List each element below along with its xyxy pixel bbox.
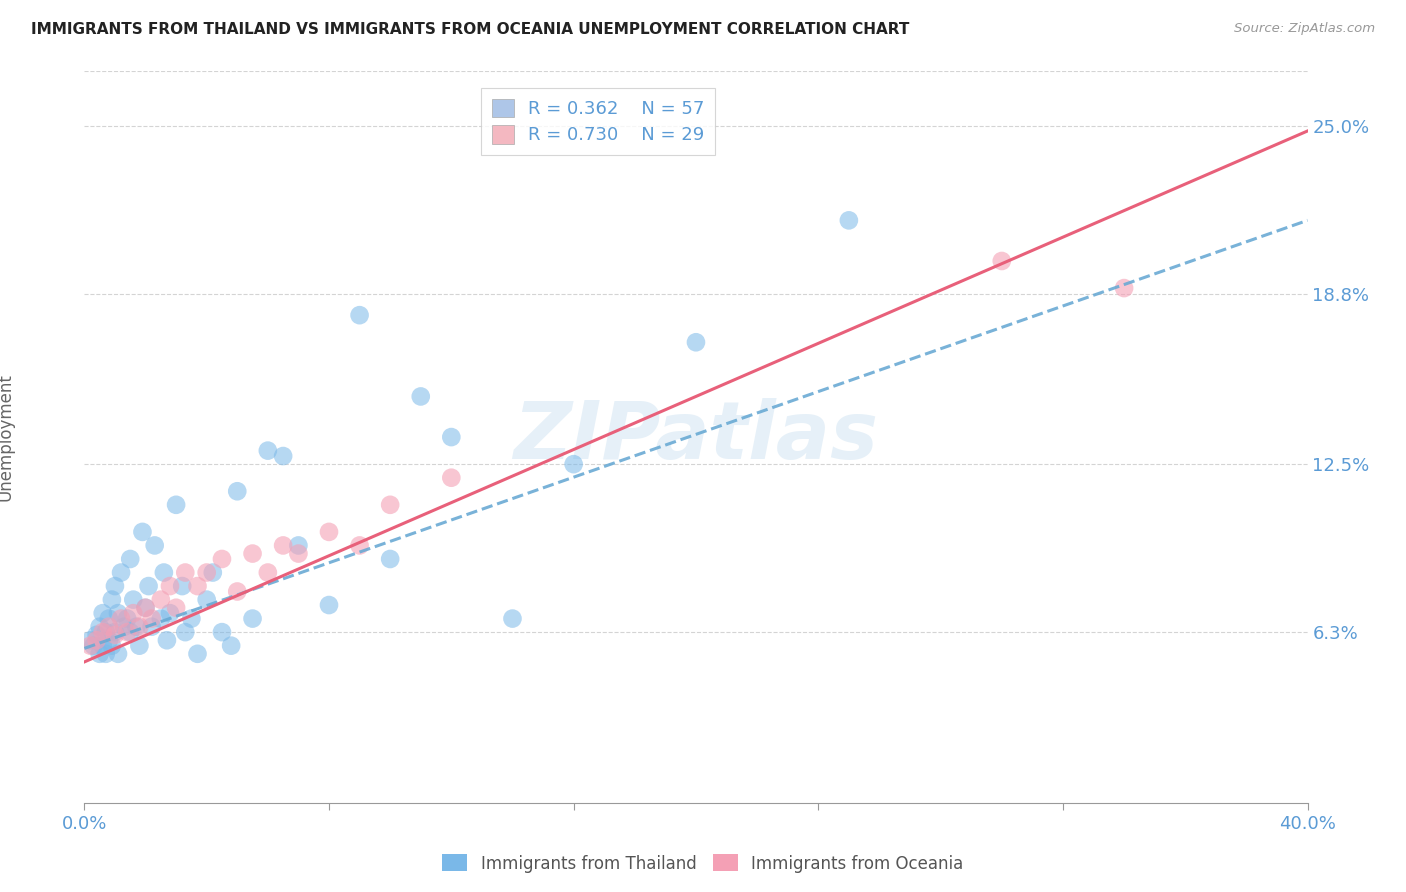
Point <box>349 538 371 552</box>
Point <box>86 628 108 642</box>
Point <box>502 611 524 625</box>
Point <box>91 625 114 640</box>
Point <box>219 639 242 653</box>
Point <box>128 620 150 634</box>
Y-axis label: Unemployment: Unemployment <box>0 373 15 501</box>
Point <box>97 633 120 648</box>
Point <box>186 579 208 593</box>
Point <box>440 430 463 444</box>
Point <box>271 449 294 463</box>
Point <box>838 213 860 227</box>
Text: IMMIGRANTS FROM THAILAND VS IMMIGRANTS FROM OCEANIA UNEMPLOYMENT CORRELATION CHA: IMMIGRANTS FROM THAILAND VS IMMIGRANTS F… <box>31 22 910 37</box>
Point <box>115 611 138 625</box>
Point <box>104 628 127 642</box>
Point <box>94 625 117 640</box>
Point <box>91 639 114 653</box>
Point <box>143 538 166 552</box>
Point <box>120 625 142 640</box>
Text: Source: ZipAtlas.com: Source: ZipAtlas.com <box>1234 22 1375 36</box>
Point <box>107 647 129 661</box>
Point <box>138 579 160 593</box>
Legend: Immigrants from Thailand, Immigrants from Oceania: Immigrants from Thailand, Immigrants fro… <box>436 847 970 880</box>
Point <box>110 611 132 625</box>
Point <box>211 625 233 640</box>
Point <box>685 335 707 350</box>
Point <box>89 647 111 661</box>
Point <box>287 538 309 552</box>
Point <box>115 625 138 640</box>
Point <box>271 538 294 552</box>
Point <box>91 606 114 620</box>
Point <box>135 600 157 615</box>
Point <box>174 566 197 580</box>
Point <box>257 443 280 458</box>
Point <box>153 566 176 580</box>
Point <box>180 611 202 625</box>
Point <box>440 471 463 485</box>
Point <box>125 620 148 634</box>
Point <box>79 633 101 648</box>
Point <box>991 254 1014 268</box>
Point <box>149 611 172 625</box>
Point <box>186 647 208 661</box>
Point <box>104 625 127 640</box>
Point <box>86 633 108 648</box>
Point <box>165 498 187 512</box>
Point <box>318 524 340 539</box>
Point <box>159 579 181 593</box>
Point <box>94 647 117 661</box>
Point <box>104 579 127 593</box>
Point <box>97 611 120 625</box>
Point <box>107 606 129 620</box>
Point <box>380 552 402 566</box>
Point <box>409 389 432 403</box>
Point <box>242 611 264 625</box>
Point <box>211 552 233 566</box>
Point <box>287 547 309 561</box>
Point <box>110 566 132 580</box>
Point <box>226 484 249 499</box>
Point <box>83 639 105 653</box>
Point <box>128 639 150 653</box>
Point <box>195 566 218 580</box>
Point <box>101 592 124 607</box>
Point <box>257 566 280 580</box>
Point <box>562 457 585 471</box>
Point <box>135 600 157 615</box>
Point <box>380 498 402 512</box>
Point <box>165 600 187 615</box>
Point <box>141 620 163 634</box>
Point <box>97 620 120 634</box>
Point <box>149 592 172 607</box>
Point <box>201 566 224 580</box>
Legend: R = 0.362    N = 57, R = 0.730    N = 29: R = 0.362 N = 57, R = 0.730 N = 29 <box>481 87 716 155</box>
Point <box>122 592 145 607</box>
Point <box>174 625 197 640</box>
Point <box>141 611 163 625</box>
Point <box>131 524 153 539</box>
Point <box>101 639 124 653</box>
Point <box>120 552 142 566</box>
Point <box>349 308 371 322</box>
Point <box>242 547 264 561</box>
Point <box>89 620 111 634</box>
Point <box>195 592 218 607</box>
Point <box>172 579 194 593</box>
Point <box>112 620 135 634</box>
Point <box>79 639 101 653</box>
Point <box>122 606 145 620</box>
Point <box>156 633 179 648</box>
Point <box>226 584 249 599</box>
Point <box>318 598 340 612</box>
Text: ZIPatlas: ZIPatlas <box>513 398 879 476</box>
Point <box>1114 281 1136 295</box>
Point <box>159 606 181 620</box>
